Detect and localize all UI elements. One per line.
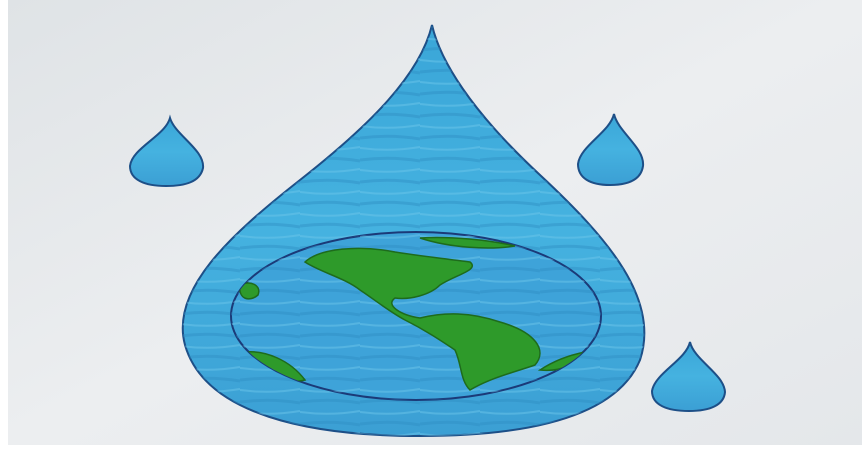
earth <box>230 231 602 401</box>
small-drop-bottom <box>650 341 727 413</box>
small-drop-left <box>128 114 205 188</box>
small-drop-right <box>576 113 645 187</box>
